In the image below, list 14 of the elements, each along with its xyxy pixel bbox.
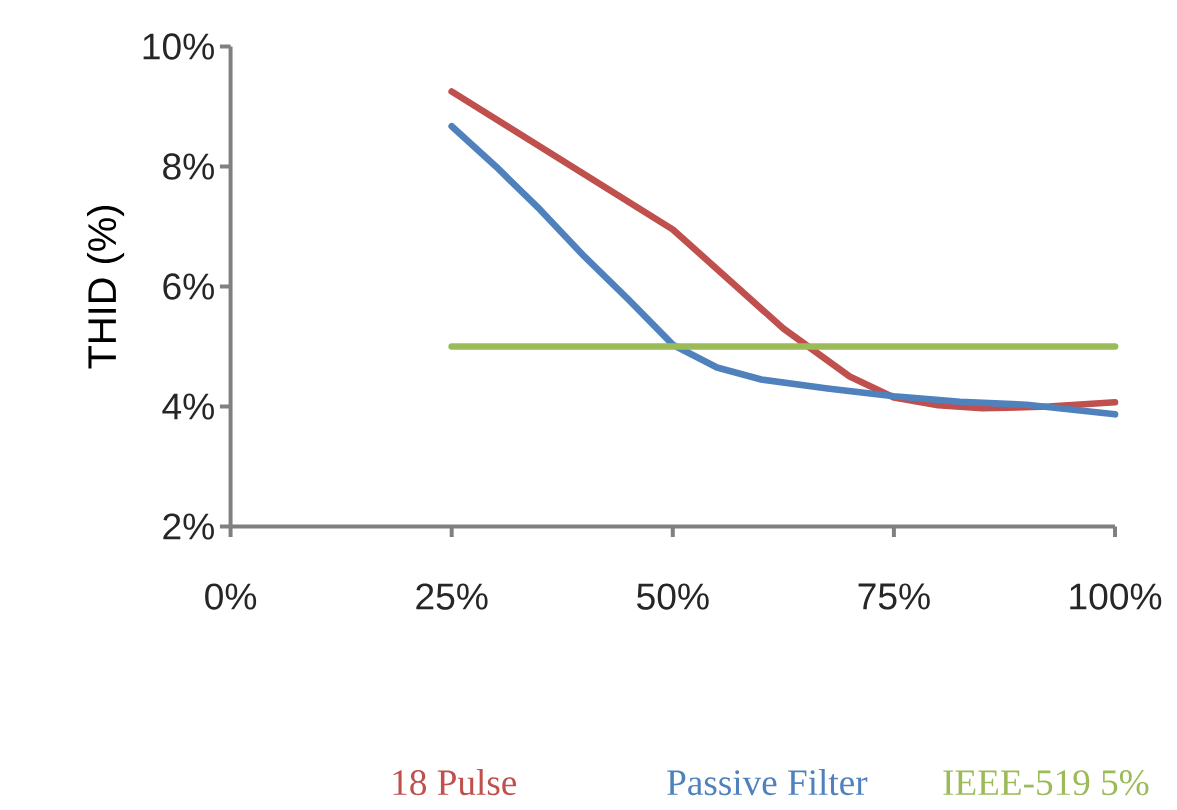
x-tick-label: 100% [1070,583,1162,610]
y-tick-label: 2% [163,513,214,540]
text: IEEE-519 5% [943,770,1149,796]
x-tick-label: 75% [858,583,930,610]
y-tick-label: 10% [143,33,214,60]
x-tick-label: 50% [637,583,709,610]
y-tick-label: 6% [163,273,214,300]
text: Passive Filter [667,769,868,796]
text: 18 Pulse [393,769,517,796]
x-tick-label: 25% [416,583,488,610]
y-axis-title: THID (%) [87,206,125,369]
y-tick-label: 8% [163,153,214,180]
x-tick-label: 0% [205,583,257,610]
y-tick-label: 4% [162,393,214,420]
